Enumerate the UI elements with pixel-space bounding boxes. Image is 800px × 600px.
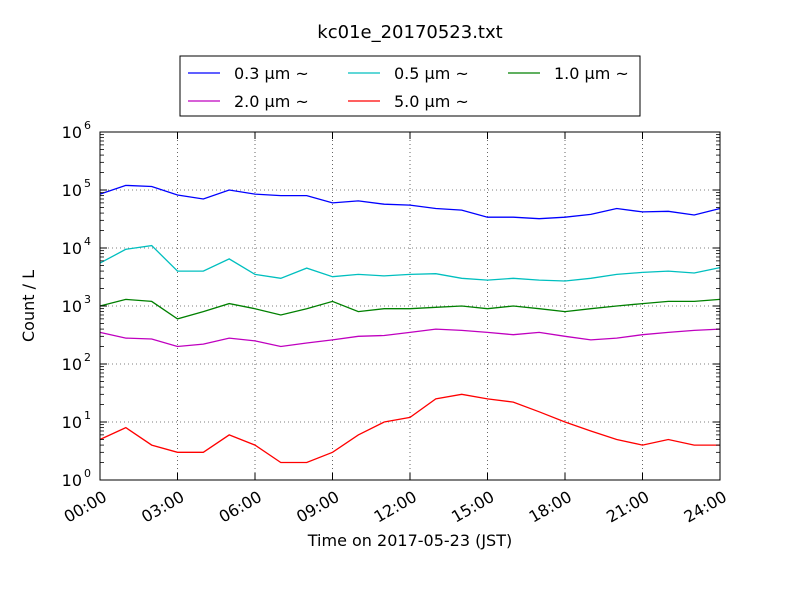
series-line-4 (99, 393, 720, 464)
y-tick-label: 10 (62, 123, 82, 142)
legend: 0.3 μm ~ 0.5 μm ~ 1.0 μm ~ 2.0 μm ~ 5.0 μm ~ (179, 55, 641, 117)
series-line-0 (99, 184, 721, 220)
x-tick-label: 18:00 (526, 487, 575, 527)
legend-label: 0.3 μm ~ (234, 64, 309, 83)
chart-title: kc01e_20170523.txt (317, 22, 502, 43)
y-tick-label: 10 (62, 239, 82, 258)
legend-label: 0.5 μm ~ (394, 64, 469, 83)
legend-label: 2.0 μm ~ (234, 92, 309, 111)
y-tick-label: 10 (62, 471, 82, 490)
x-tick-label: 00:00 (61, 487, 110, 527)
y-tick-label: 10 (62, 413, 82, 432)
series-line-1 (99, 244, 721, 282)
y-tick-label: 10 (62, 355, 82, 374)
x-tick-label: 03:00 (138, 487, 187, 527)
y-tick-label: 10 (62, 297, 82, 316)
y-tick-exponent: 3 (84, 293, 91, 306)
x-tick-label: 09:00 (293, 487, 342, 527)
y-tick-label: 10 (62, 181, 82, 200)
x-tick-label: 24:00 (681, 487, 730, 527)
y-tick-exponent: 5 (84, 177, 91, 190)
grid (100, 132, 720, 480)
y-tick-exponent: 1 (84, 409, 91, 422)
x-tick-label: 06:00 (216, 487, 265, 527)
y-tick-exponent: 2 (84, 351, 91, 364)
y-tick-exponent: 4 (84, 235, 91, 248)
y-axis-label: Count / L (19, 270, 38, 342)
x-tick-label: 15:00 (448, 487, 497, 527)
series-lines (99, 184, 721, 464)
series-line-2 (99, 298, 721, 320)
x-axis: 00:00 03:00 06:00 09:00 12:00 15:00 18:00 21:00… (61, 132, 730, 527)
y-tick-exponent: 6 (84, 119, 91, 132)
x-tick-label: 12:00 (371, 487, 420, 527)
x-axis-label: Time on 2017-05-23 (JST) (307, 531, 512, 550)
legend-label: 1.0 μm ~ (554, 64, 629, 83)
legend-box (179, 55, 641, 117)
y-tick-exponent: 0 (84, 467, 91, 480)
series-line-3 (99, 328, 721, 348)
legend-label: 5.0 μm ~ (394, 92, 469, 111)
x-tick-label: 21:00 (603, 487, 652, 527)
